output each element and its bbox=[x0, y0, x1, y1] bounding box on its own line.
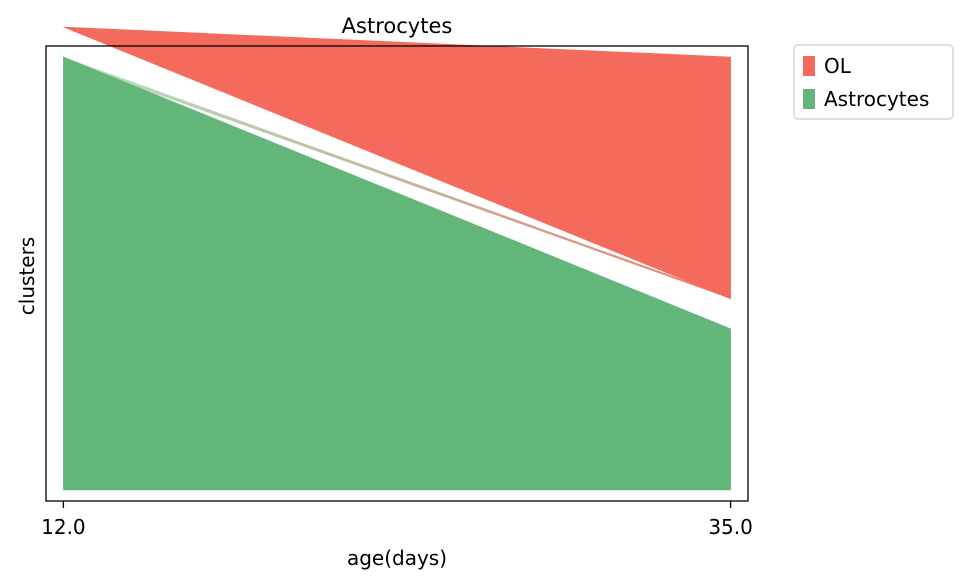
plot-frame bbox=[45, 45, 749, 502]
chart-title: Astrocytes bbox=[342, 14, 453, 38]
y-axis-label: clusters bbox=[15, 237, 39, 315]
legend-box bbox=[793, 44, 954, 120]
legend-label-ol: OL bbox=[824, 54, 852, 78]
band-ol bbox=[63, 26, 731, 300]
legend-swatch-astrocytes bbox=[803, 89, 815, 109]
flows-layer bbox=[63, 57, 731, 299]
flow-astrocytes-to-ol bbox=[63, 57, 731, 299]
legend: OL Astrocytes bbox=[793, 44, 954, 120]
x-axis-ticks: 12.0 35.0 bbox=[41, 501, 753, 539]
plot-area bbox=[45, 26, 749, 502]
x-tick-label: 12.0 bbox=[41, 515, 86, 539]
x-tick-label: 35.0 bbox=[708, 515, 753, 539]
x-axis-label: age(days) bbox=[347, 546, 447, 570]
series-layer bbox=[63, 26, 731, 491]
legend-swatch-ol bbox=[803, 56, 815, 76]
band-astrocytes bbox=[63, 56, 731, 491]
legend-label-astrocytes: Astrocytes bbox=[824, 87, 929, 111]
